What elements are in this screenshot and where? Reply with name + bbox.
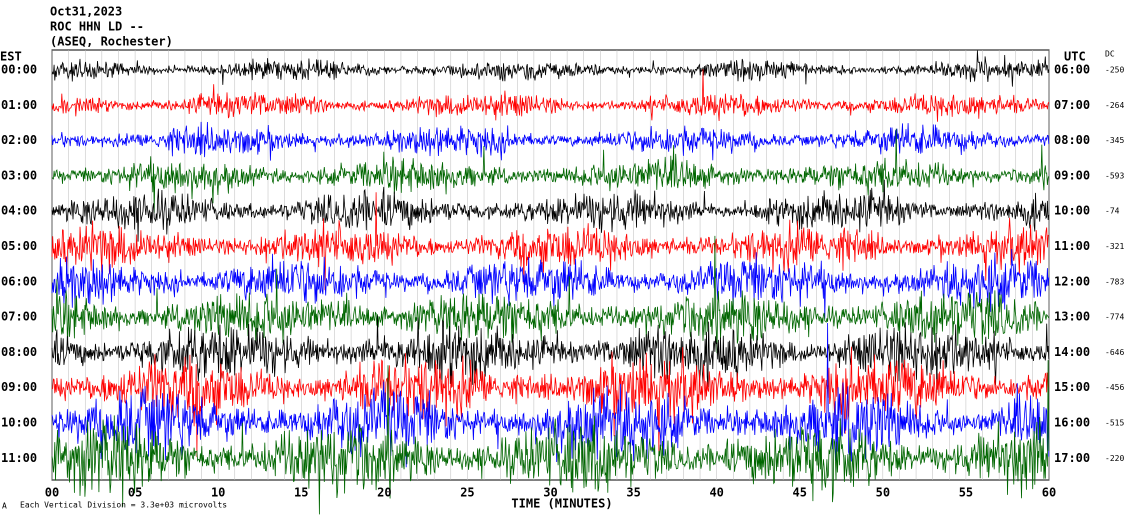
trace	[51, 346, 1050, 458]
dc-value: -321	[1105, 242, 1124, 251]
date: Oct31,2023	[50, 5, 122, 19]
est-label: 00:00	[1, 63, 37, 77]
trace	[51, 179, 1050, 242]
dc-value: -646	[1105, 348, 1124, 357]
dc-value: -774	[1105, 313, 1124, 322]
utc-label: 14:00	[1054, 345, 1090, 359]
trace	[51, 50, 1050, 87]
est-label: 08:00	[1, 345, 37, 359]
location: (ASEQ, Rochester)	[50, 35, 173, 49]
est-label: 09:00	[1, 380, 37, 394]
dc-value: -250	[1105, 66, 1124, 75]
dc-value: -515	[1105, 419, 1124, 428]
utc-label: 17:00	[1054, 451, 1090, 465]
trace	[51, 235, 1050, 354]
x-tick-label: 50	[876, 486, 890, 500]
trace	[51, 192, 1049, 291]
est-label: 05:00	[1, 239, 37, 253]
utc-label: 13:00	[1054, 310, 1090, 324]
trace	[51, 322, 1050, 468]
x-tick-label: 30	[543, 486, 557, 500]
dc-value: -264	[1105, 101, 1124, 110]
utc-label: 10:00	[1054, 204, 1090, 218]
est-label: 10:00	[1, 416, 37, 430]
footer-note: Each Vertical Division = 3.3e+03 microvo…	[20, 501, 227, 510]
trace	[51, 69, 1050, 122]
x-tick-label: 40	[709, 486, 723, 500]
est-label: 06:00	[1, 274, 37, 288]
x-tick-label: 20	[377, 486, 391, 500]
x-tick-label: 35	[626, 486, 640, 500]
x-tick-label: 60	[1042, 486, 1056, 500]
trace	[51, 121, 1050, 161]
trace	[51, 315, 1050, 393]
x-tick-label: 15	[294, 486, 308, 500]
trace	[51, 248, 1050, 319]
x-tick-label: 55	[959, 486, 973, 500]
x-tick-label: 45	[793, 486, 807, 500]
dc-title: DC	[1105, 50, 1115, 59]
x-title: TIME (MINUTES)	[511, 497, 612, 511]
dc-value: -456	[1105, 383, 1124, 392]
utc-label: 08:00	[1054, 133, 1090, 147]
utc-label: 07:00	[1054, 98, 1090, 112]
est-label: 03:00	[1, 168, 37, 182]
est-label: 04:00	[1, 204, 37, 218]
station: ROC HHN LD --	[50, 20, 144, 34]
x-tick-label: 10	[211, 486, 225, 500]
trace	[51, 360, 1050, 515]
utc-label: 09:00	[1054, 168, 1090, 182]
x-tick-label: 05	[128, 486, 142, 500]
left-title: EST	[0, 50, 22, 64]
dc-value: -345	[1105, 136, 1124, 145]
trace	[51, 128, 1050, 213]
est-label: 11:00	[1, 451, 37, 465]
utc-label: 12:00	[1054, 274, 1090, 288]
utc-label: 16:00	[1054, 416, 1090, 430]
traces	[51, 50, 1050, 515]
dc-value: -74	[1105, 207, 1120, 216]
x-tick-label: 00	[45, 486, 59, 500]
utc-label: 11:00	[1054, 239, 1090, 253]
dc-value: -593	[1105, 171, 1124, 180]
dc-value: -783	[1105, 277, 1124, 286]
utc-label: 06:00	[1054, 63, 1090, 77]
est-label: 07:00	[1, 310, 37, 324]
dc-value: -220	[1105, 454, 1124, 463]
est-label: 01:00	[1, 98, 37, 112]
est-label: 02:00	[1, 133, 37, 147]
footer-mark: A	[2, 502, 7, 511]
utc-label: 15:00	[1054, 380, 1090, 394]
right-title: UTC	[1064, 50, 1086, 64]
x-tick-label: 25	[460, 486, 474, 500]
